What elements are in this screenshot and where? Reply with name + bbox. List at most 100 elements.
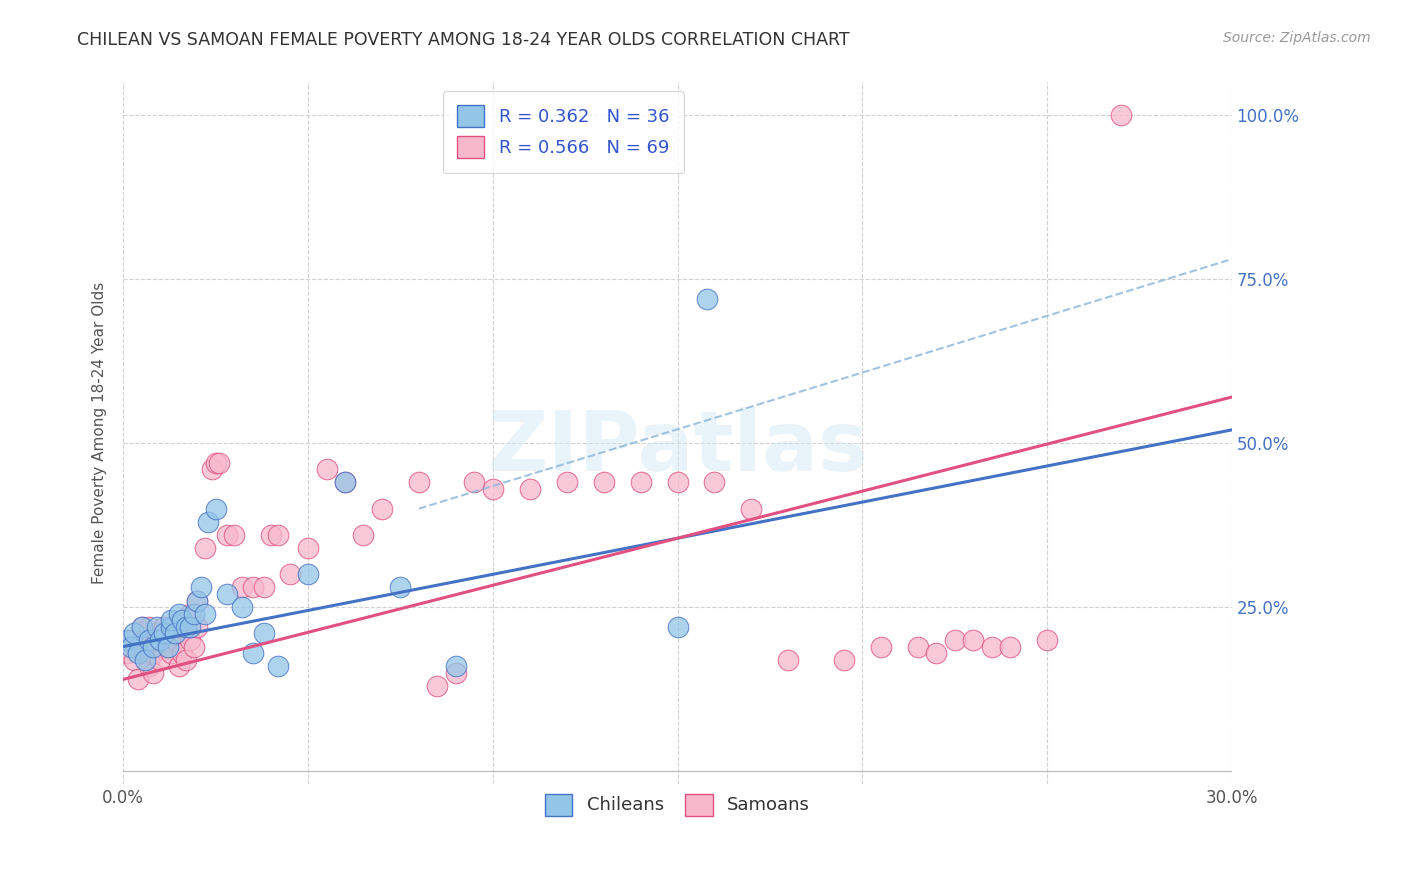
Point <box>925 646 948 660</box>
Point <box>167 659 190 673</box>
Point <box>998 640 1021 654</box>
Point <box>160 613 183 627</box>
Point <box>145 640 167 654</box>
Point <box>519 482 541 496</box>
Point <box>127 646 149 660</box>
Point <box>194 541 217 555</box>
Point <box>160 646 183 660</box>
Point <box>740 501 762 516</box>
Point <box>134 646 156 660</box>
Point <box>145 626 167 640</box>
Point <box>163 632 186 647</box>
Point <box>215 528 238 542</box>
Point <box>315 462 337 476</box>
Point <box>186 620 208 634</box>
Point <box>832 653 855 667</box>
Point <box>149 653 172 667</box>
Point <box>131 640 153 654</box>
Point <box>179 620 201 634</box>
Point <box>145 620 167 634</box>
Point <box>131 620 153 634</box>
Point <box>371 501 394 516</box>
Point <box>160 620 183 634</box>
Point <box>297 567 319 582</box>
Point <box>142 646 165 660</box>
Point <box>138 632 160 647</box>
Point <box>463 475 485 490</box>
Point <box>115 646 138 660</box>
Point <box>703 475 725 490</box>
Point <box>943 632 966 647</box>
Point <box>555 475 578 490</box>
Point <box>242 646 264 660</box>
Point <box>172 613 194 627</box>
Point <box>183 640 205 654</box>
Legend: Chileans, Samoans: Chileans, Samoans <box>536 784 818 824</box>
Point <box>134 653 156 667</box>
Point <box>389 581 412 595</box>
Point <box>142 640 165 654</box>
Point <box>666 620 689 634</box>
Point <box>186 593 208 607</box>
Point <box>426 679 449 693</box>
Point <box>242 581 264 595</box>
Y-axis label: Female Poverty Among 18-24 Year Olds: Female Poverty Among 18-24 Year Olds <box>93 282 107 584</box>
Point <box>962 632 984 647</box>
Point <box>167 607 190 621</box>
Point <box>1109 108 1132 122</box>
Point <box>138 620 160 634</box>
Point <box>156 640 179 654</box>
Point <box>124 653 146 667</box>
Text: Source: ZipAtlas.com: Source: ZipAtlas.com <box>1223 31 1371 45</box>
Point <box>260 528 283 542</box>
Point <box>481 482 503 496</box>
Point <box>297 541 319 555</box>
Point <box>149 632 172 647</box>
Text: ZIPatlas: ZIPatlas <box>486 407 868 488</box>
Point <box>333 475 356 490</box>
Point <box>630 475 652 490</box>
Point <box>333 475 356 490</box>
Point <box>149 632 172 647</box>
Point <box>183 607 205 621</box>
Text: CHILEAN VS SAMOAN FEMALE POVERTY AMONG 18-24 YEAR OLDS CORRELATION CHART: CHILEAN VS SAMOAN FEMALE POVERTY AMONG 1… <box>77 31 851 49</box>
Point <box>179 607 201 621</box>
Point <box>174 620 197 634</box>
Point <box>163 626 186 640</box>
Point <box>215 587 238 601</box>
Point <box>190 581 212 595</box>
Point <box>278 567 301 582</box>
Point <box>194 607 217 621</box>
Point <box>179 632 201 647</box>
Point <box>666 475 689 490</box>
Point <box>267 528 290 542</box>
Point <box>907 640 929 654</box>
Point <box>353 528 375 542</box>
Point <box>208 456 231 470</box>
Point <box>115 632 138 647</box>
Point <box>980 640 1002 654</box>
Point <box>204 501 226 516</box>
Point <box>131 620 153 634</box>
Point <box>253 626 276 640</box>
Point <box>201 462 224 476</box>
Point <box>124 626 146 640</box>
Point <box>869 640 891 654</box>
Point <box>592 475 614 490</box>
Point <box>204 456 226 470</box>
Point <box>267 659 290 673</box>
Point <box>138 659 160 673</box>
Point <box>224 528 246 542</box>
Point <box>444 665 467 680</box>
Point <box>197 515 219 529</box>
Point <box>231 581 253 595</box>
Point <box>231 600 253 615</box>
Point <box>153 626 176 640</box>
Point <box>120 632 142 647</box>
Point <box>120 640 142 654</box>
Point <box>172 646 194 660</box>
Point <box>174 653 197 667</box>
Point <box>134 632 156 647</box>
Point <box>696 292 718 306</box>
Point <box>778 653 800 667</box>
